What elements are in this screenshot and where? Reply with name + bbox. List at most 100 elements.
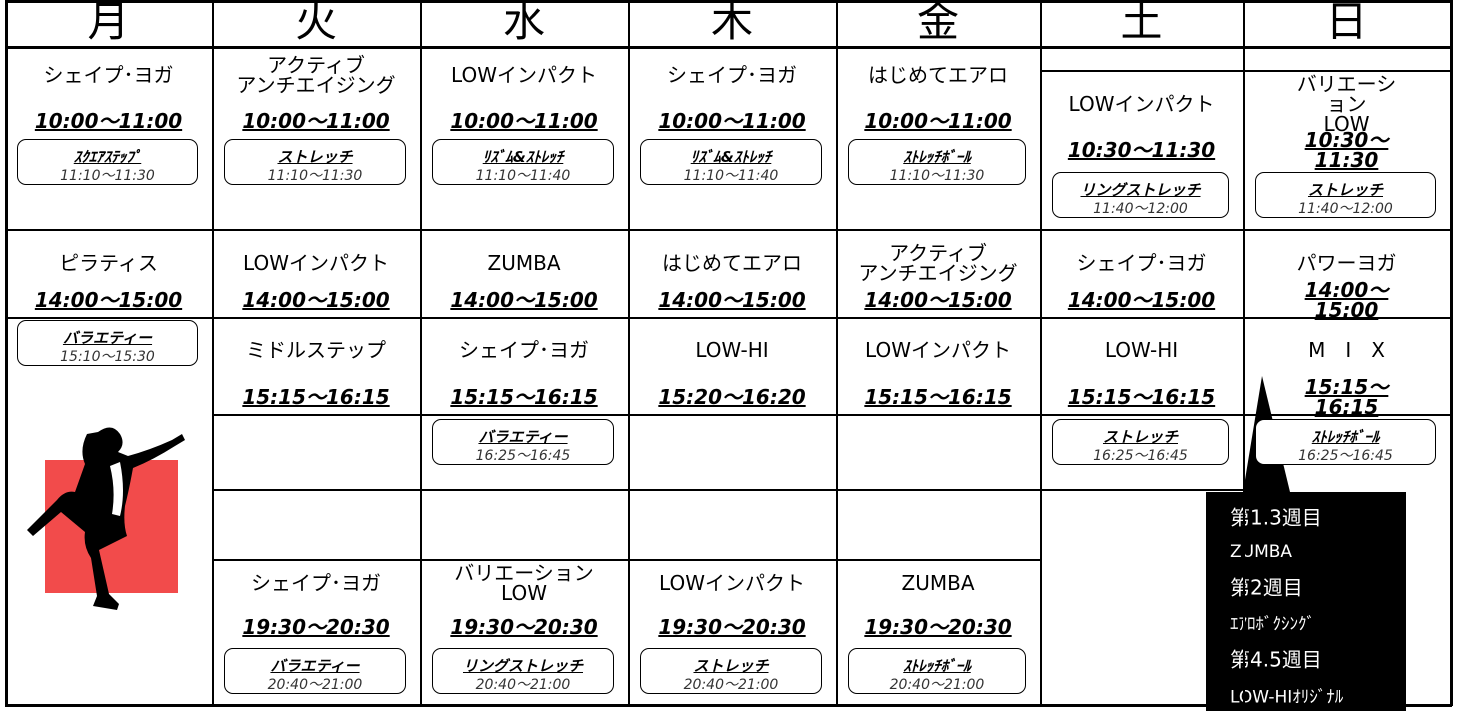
class-time: 19:30～20:30 (658, 615, 806, 639)
class-name: シェイプ･ヨガ (459, 338, 589, 362)
sub-class-name: バラエティー (478, 428, 568, 446)
class-name: シェイプ･ヨガ (667, 63, 797, 87)
sub-class-box: ｽﾄﾚｯﾁﾎﾞｰﾙ 20:40～21:00 (848, 648, 1026, 694)
sub-class-box: ﾘｽﾞﾑ&ｽﾄﾚｯﾁ 11:10～11:40 (640, 139, 822, 185)
class-time: 14:00～15:00 (658, 288, 806, 312)
grid-line (212, 559, 1040, 561)
class-time: 14:00～15:00 (864, 288, 1012, 312)
class-time: 10:00～11:00 (658, 109, 806, 133)
class-time: 14:00～15:00 (1067, 288, 1216, 312)
sub-class-box: ｽﾄﾚｯﾁﾎﾞｰﾙ 16:25～16:45 (1255, 419, 1436, 465)
class-name: ZUMBA (901, 571, 975, 595)
sub-class-time: 20:40～21:00 (267, 677, 363, 693)
sub-class-box: ｽｸｴｱｽﾃｯﾌﾟ 11:10～11:30 (17, 139, 198, 185)
class-time: 15:15～16:15 (864, 385, 1012, 409)
class-name: LOWインパクト (865, 338, 1011, 362)
sub-class-box: ﾘｽﾞﾑ&ｽﾄﾚｯﾁ 11:10～11:40 (432, 139, 614, 185)
sub-class-box: ストレッチ 11:40～12:00 (1255, 172, 1436, 218)
class-name: パワーヨガ (1296, 251, 1397, 275)
sub-class-name: ﾘｽﾞﾑ&ｽﾄﾚｯﾁ (690, 148, 772, 166)
day-header: 月 (87, 0, 130, 46)
grid-line (5, 46, 1452, 49)
class-name: シェイプ･ヨガ (1076, 251, 1207, 275)
class-name: LOW-HI (1104, 338, 1179, 362)
class-name: はじめてエアロ (868, 63, 1008, 87)
note-line: 第4.5週目 (1230, 647, 1322, 672)
class-time: 14:00～15:00 (450, 288, 598, 312)
sub-class-box: リングストレッチ 11:40～12:00 (1052, 172, 1229, 218)
class-time: 15:15～16:15 (1304, 375, 1389, 419)
figure-highlight (110, 462, 123, 516)
class-name: LOWインパクト (1068, 92, 1215, 116)
class-time: 19:30～20:30 (242, 615, 390, 639)
class-name: ミドルステップ (246, 338, 386, 362)
sub-class-box: バラエティー 20:40～21:00 (224, 648, 406, 694)
dancer-figure (27, 427, 185, 610)
class-time: 10:30～11:30 (1304, 128, 1389, 172)
sub-class-name: ｽﾄﾚｯﾁﾎﾞｰﾙ (903, 657, 971, 675)
grid-line (5, 704, 1452, 707)
sub-class-box: バラエティー 16:25～16:45 (432, 419, 614, 465)
class-name: はじめてエアロ (662, 251, 802, 275)
class-name: バリエーション LOW (1296, 72, 1397, 136)
sub-class-time: 20:40～21:00 (889, 677, 985, 693)
day-header: 木 (710, 0, 754, 46)
class-name: バリエーション LOW (454, 561, 594, 605)
sub-class-time: 16:25～16:45 (475, 448, 571, 464)
sub-class-time: 20:40～21:00 (683, 677, 779, 693)
class-name: ピラティス (59, 251, 158, 275)
class-name: アクティブ アンチエイジング (858, 241, 1018, 285)
class-time: 19:30～20:30 (450, 615, 598, 639)
class-name: LOWインパクト (243, 251, 389, 275)
class-time: 15:15～16:15 (242, 385, 390, 409)
day-header: 金 (916, 0, 960, 46)
class-time: 19:30～20:30 (864, 615, 1012, 639)
sub-class-time: 15:10～15:30 (60, 349, 155, 365)
class-time: 10:30～11:30 (1067, 138, 1216, 162)
grid-line (5, 0, 8, 706)
note-line: ZUMBA (1230, 542, 1293, 562)
grid-line (836, 0, 838, 706)
class-time: 10:00～11:00 (34, 109, 183, 133)
sub-class-name: ストレッチ (693, 657, 769, 675)
sub-class-time: 11:10～11:30 (267, 168, 363, 184)
day-header: 火 (294, 0, 338, 46)
sub-class-box: ストレッチ 20:40～21:00 (640, 648, 822, 694)
sub-class-time: 11:40～12:00 (1093, 201, 1188, 217)
class-time: 15:15～16:15 (450, 385, 598, 409)
note-box: 第1.3週目 ZUMBA 第2週目 ｴｱﾛﾎﾞｸｼﾝｸﾞ 第4.5週目 LOW-HIｵﾘｼ… (1206, 492, 1406, 711)
sub-class-name: ﾘｽﾞﾑ&ｽﾄﾚｯﾁ (482, 148, 564, 166)
sub-class-name: ｽﾄﾚｯﾁﾎﾞｰﾙ (1311, 428, 1380, 446)
grid-line (1040, 0, 1042, 706)
class-name: LOWインパクト (451, 63, 597, 87)
class-name: シェイプ･ヨガ (251, 571, 381, 595)
grid-line (212, 0, 214, 706)
class-time: 10:00～11:00 (864, 109, 1012, 133)
sub-class-time: 11:10～11:30 (60, 168, 155, 184)
grid-line (628, 0, 630, 706)
grid-line (5, 317, 1452, 319)
sub-class-time: 20:40～21:00 (475, 677, 571, 693)
class-time: 10:00～11:00 (242, 109, 390, 133)
note-line: 第2週目 (1230, 575, 1303, 600)
sub-class-name: リングストレッチ (1080, 181, 1201, 199)
sub-class-name: ｽﾄﾚｯﾁﾎﾞｰﾙ (903, 148, 971, 166)
sub-class-time: 16:25～16:45 (1093, 448, 1188, 464)
grid-line (1040, 70, 1452, 72)
day-header: 土 (1120, 0, 1163, 46)
class-time: 10:00～11:00 (450, 109, 598, 133)
sub-class-box: リングストレッチ 20:40～21:00 (432, 648, 614, 694)
class-time: 15:20～16:20 (658, 385, 806, 409)
class-name: LOW-HI (695, 338, 769, 362)
sub-class-name: ストレッチ (1307, 181, 1383, 199)
sub-class-name: バラエティー (270, 657, 360, 675)
note-line: LOW-HIｵﾘｼﾞﾅﾙ (1230, 687, 1344, 708)
grid-line (420, 0, 422, 706)
grid-line (212, 489, 1243, 491)
grid-line (212, 414, 1452, 416)
grid-line (1450, 0, 1453, 706)
sub-class-time: 11:40～12:00 (1298, 201, 1393, 217)
class-time: 14:00～15:00 (34, 288, 183, 312)
class-name: M I X (1308, 338, 1385, 362)
